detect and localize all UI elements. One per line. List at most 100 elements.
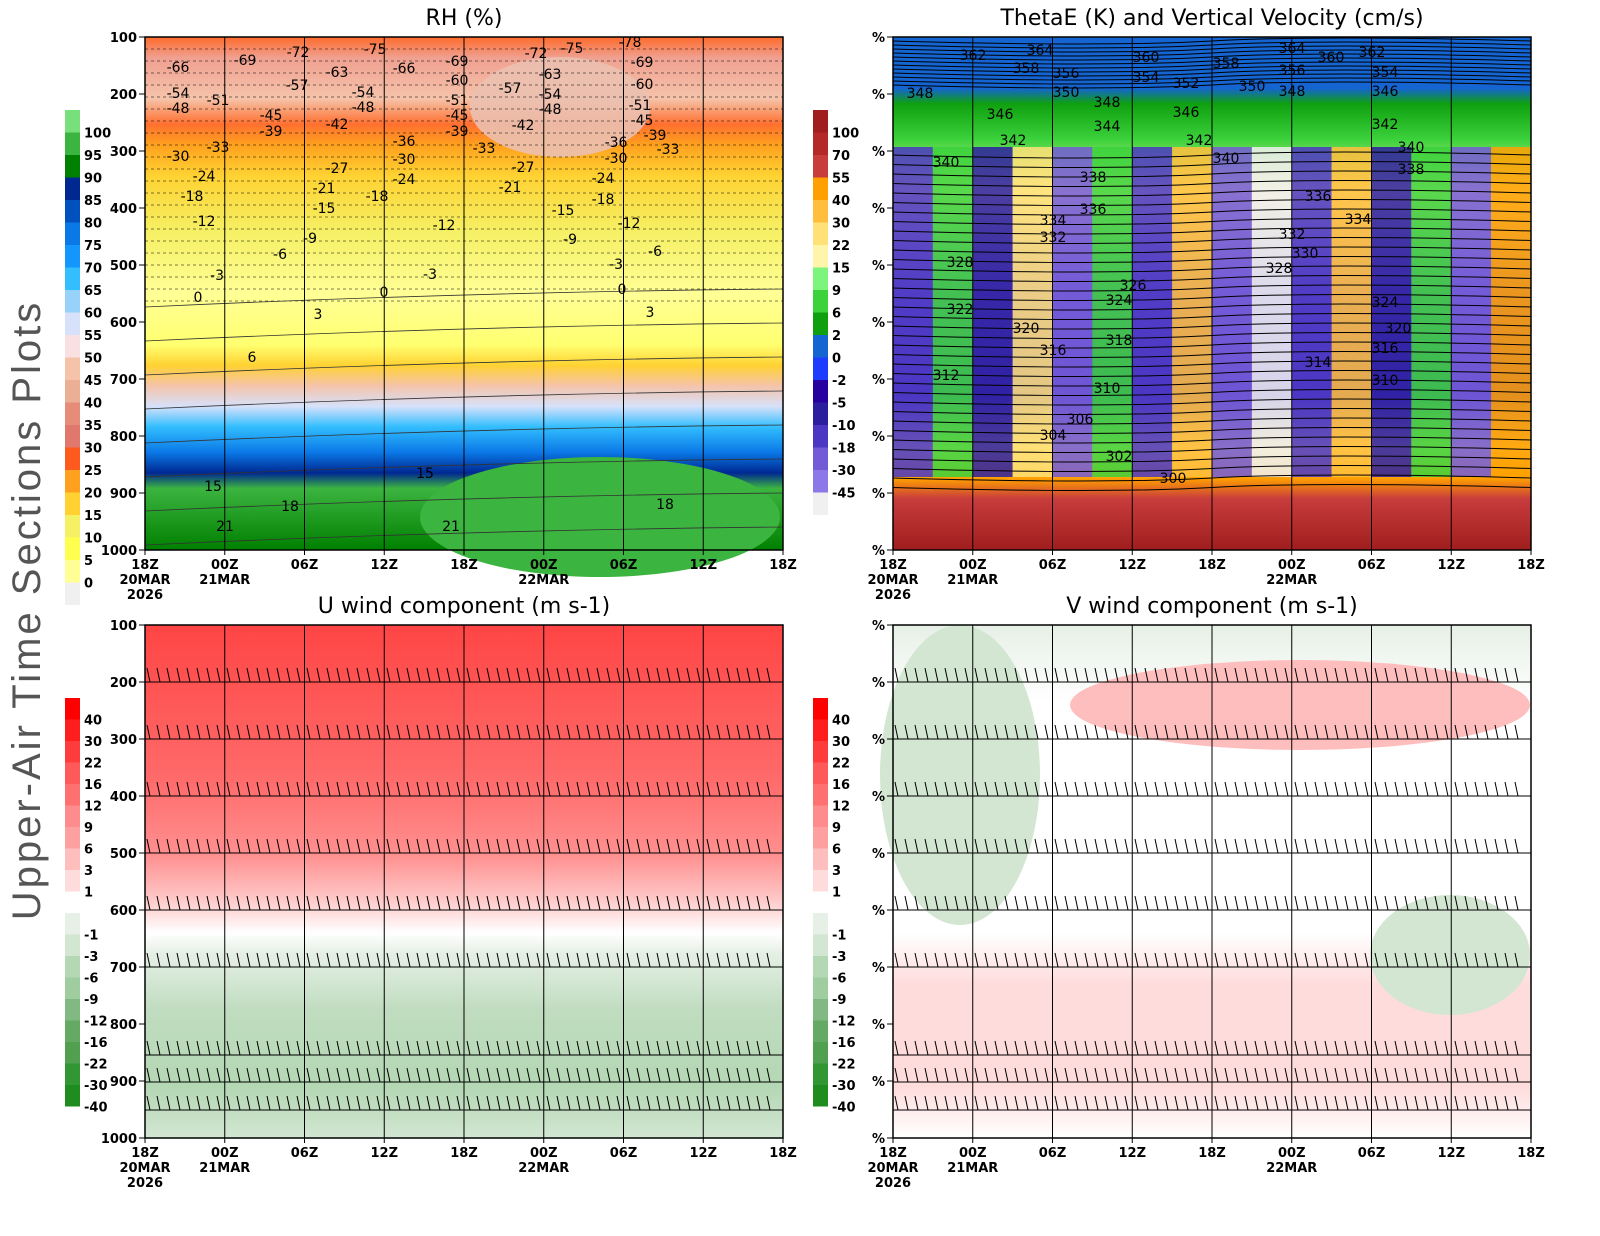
wind-barb <box>296 895 301 911</box>
colorbar-swatch <box>65 805 80 827</box>
wind-barb <box>1424 952 1429 968</box>
wind-barb <box>386 724 391 740</box>
wind-barb <box>1504 781 1509 797</box>
wind-barb <box>1144 724 1149 740</box>
wind-barb <box>1104 724 1109 740</box>
wind-barb <box>1264 952 1269 968</box>
wind-barb <box>186 667 191 683</box>
wind-barb <box>396 667 401 683</box>
wind-barb <box>396 724 401 740</box>
wind-barb <box>626 724 631 740</box>
colorbar-label: 3 <box>832 864 841 879</box>
wind-barb <box>1084 952 1089 968</box>
wind-barb <box>1224 1067 1229 1083</box>
wind-barb <box>1194 952 1199 968</box>
wind-barb <box>1204 781 1209 797</box>
wind-barb <box>1394 952 1399 968</box>
colorbar-swatch <box>813 402 828 425</box>
wind-barb <box>1464 952 1469 968</box>
colorbar-swatch <box>65 335 80 358</box>
wind-barb <box>156 724 161 740</box>
wind-barb <box>356 952 361 968</box>
wind-barb <box>276 1067 281 1083</box>
wind-barb <box>1334 781 1339 797</box>
colorbar-swatch <box>65 891 80 913</box>
wind-barb <box>426 1095 431 1111</box>
colorbar-label: 30 <box>84 442 102 457</box>
wind-barb <box>984 1040 989 1056</box>
contour-label: -6 <box>273 247 287 263</box>
wind-barb <box>586 667 591 683</box>
contour-label: -12 <box>618 216 641 232</box>
contour-label: -51 <box>446 93 469 109</box>
contour-label: -66 <box>393 61 416 77</box>
wind-barb <box>736 1067 741 1083</box>
wind-barb <box>656 1040 661 1056</box>
wind-barb <box>1314 781 1319 797</box>
contour-label: 302 <box>1106 449 1133 465</box>
y-tick-label: % <box>872 847 885 862</box>
wind-barb <box>536 1040 541 1056</box>
wind-barb <box>706 1040 711 1056</box>
contour-label: 346 <box>1372 84 1399 100</box>
colorbar-label: 3 <box>84 864 93 879</box>
wind-barb <box>456 667 461 683</box>
wind-barb <box>1464 1067 1469 1083</box>
wind-barb <box>1384 1067 1389 1083</box>
wind-barb <box>336 1067 341 1083</box>
wind-barb <box>516 838 521 854</box>
wind-barb <box>1144 781 1149 797</box>
contour-label: 0 <box>194 290 203 306</box>
wind-barb <box>1064 724 1069 740</box>
x-tick-label: 18Z <box>1517 1146 1545 1161</box>
wind-barb <box>596 1095 601 1111</box>
wind-barb <box>1264 1095 1269 1111</box>
wind-barb <box>1244 952 1249 968</box>
panel-rh: RH (%)100200300400500600700800900100018Z… <box>65 6 797 605</box>
wind-barb <box>466 952 471 968</box>
wind-barb <box>706 952 711 968</box>
wind-barb <box>1454 724 1459 740</box>
wind-barb <box>1124 1040 1129 1056</box>
contour-label: 310 <box>1372 373 1399 389</box>
wind-barb <box>656 781 661 797</box>
wind-barb <box>766 1067 771 1083</box>
wind-barb <box>1244 1095 1249 1111</box>
wind-barb <box>576 1095 581 1111</box>
wind-barb <box>616 895 621 911</box>
wind-barb <box>1514 952 1519 968</box>
contour-label: 336 <box>1305 189 1332 205</box>
wind-barb <box>706 1067 711 1083</box>
wind-barb <box>1014 838 1019 854</box>
wind-barb <box>1274 895 1279 911</box>
wind-barb <box>944 952 949 968</box>
wind-barb <box>1484 724 1489 740</box>
wind-barb <box>486 1040 491 1056</box>
wind-barb <box>696 667 701 683</box>
wind-barb <box>1264 667 1269 683</box>
wind-barb <box>1214 895 1219 911</box>
wind-barb <box>1424 838 1429 854</box>
colorbar-swatch <box>65 425 80 448</box>
colorbar-swatch <box>65 177 80 200</box>
wind-barb <box>1234 1095 1239 1111</box>
wind-barb <box>416 667 421 683</box>
wind-barb <box>1044 1067 1049 1083</box>
wind-barb <box>146 1067 151 1083</box>
colorbar-swatch <box>65 155 80 178</box>
wind-barb <box>486 1095 491 1111</box>
wind-barb <box>1184 952 1189 968</box>
wind-barb <box>1494 1067 1499 1083</box>
wind-barb <box>894 781 899 797</box>
wind-barb <box>176 724 181 740</box>
wind-barb <box>416 1067 421 1083</box>
wind-barb <box>1154 895 1159 911</box>
x-tick-label: 00Z <box>1278 1146 1306 1161</box>
contour-label: -57 <box>286 78 309 94</box>
wind-barb <box>1354 781 1359 797</box>
wind-barb <box>1384 1040 1389 1056</box>
wind-barb <box>286 1040 291 1056</box>
wind-barb <box>1134 781 1139 797</box>
wind-barb <box>396 838 401 854</box>
wind-barb <box>516 1095 521 1111</box>
